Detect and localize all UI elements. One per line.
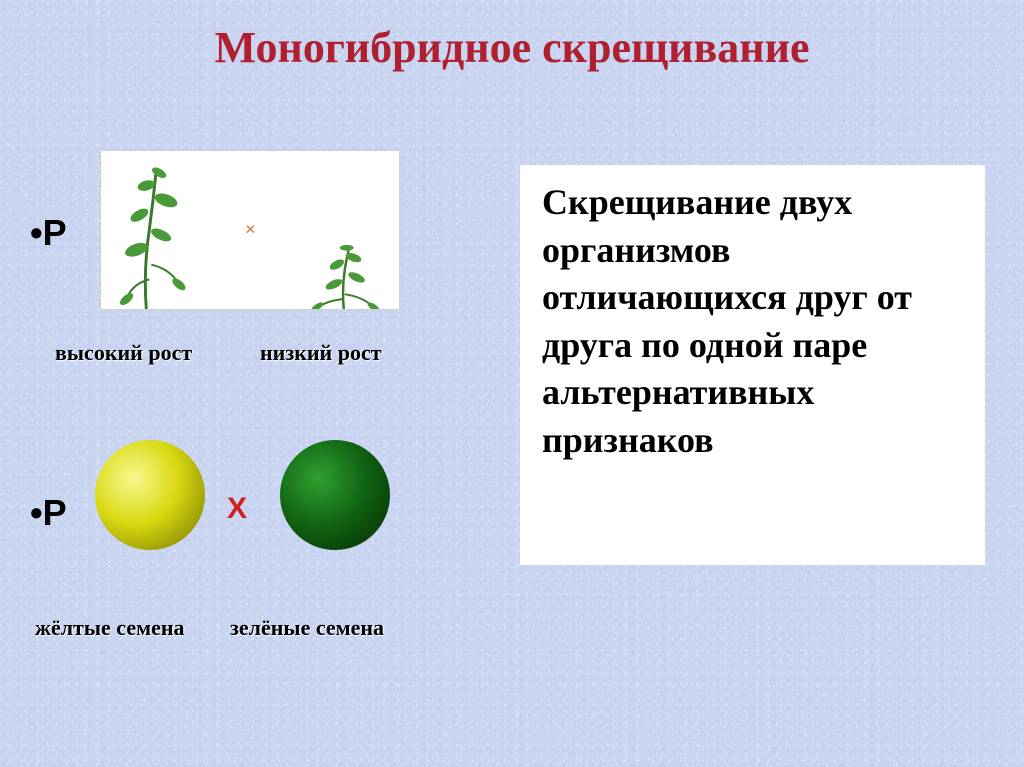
short-plant-icon bbox=[310, 245, 381, 309]
seed-cross-row: Х bbox=[95, 430, 435, 560]
plant-svg: × bbox=[101, 151, 399, 309]
definition-text: Скрещивание двух организмов отличающихся… bbox=[520, 165, 985, 478]
plant-cross-symbol: × bbox=[245, 219, 255, 239]
parent-label-plants: •Р bbox=[30, 212, 67, 254]
yellow-seed-caption: жёлтые семена bbox=[35, 615, 185, 641]
tall-plant-icon bbox=[118, 165, 188, 309]
slide-title: Моногибридное скрещивание bbox=[0, 22, 1024, 73]
yellow-seed-icon bbox=[95, 440, 205, 550]
p-symbol-1: Р bbox=[43, 212, 67, 253]
p-symbol-2: Р bbox=[43, 492, 67, 533]
parent-label-seeds: •Р bbox=[30, 492, 67, 534]
green-seed-caption: зелёные семена bbox=[230, 615, 384, 641]
bullet-icon: • bbox=[30, 212, 43, 253]
short-plant-caption: низкий рост bbox=[260, 340, 382, 366]
definition-box: Скрещивание двух организмов отличающихся… bbox=[520, 165, 985, 565]
green-seed-icon bbox=[280, 440, 390, 550]
tall-plant-caption: высокий рост bbox=[55, 340, 192, 366]
bullet-icon: • bbox=[30, 492, 43, 533]
plant-cross-image: × bbox=[100, 150, 400, 310]
seed-cross-symbol: Х bbox=[227, 492, 247, 526]
